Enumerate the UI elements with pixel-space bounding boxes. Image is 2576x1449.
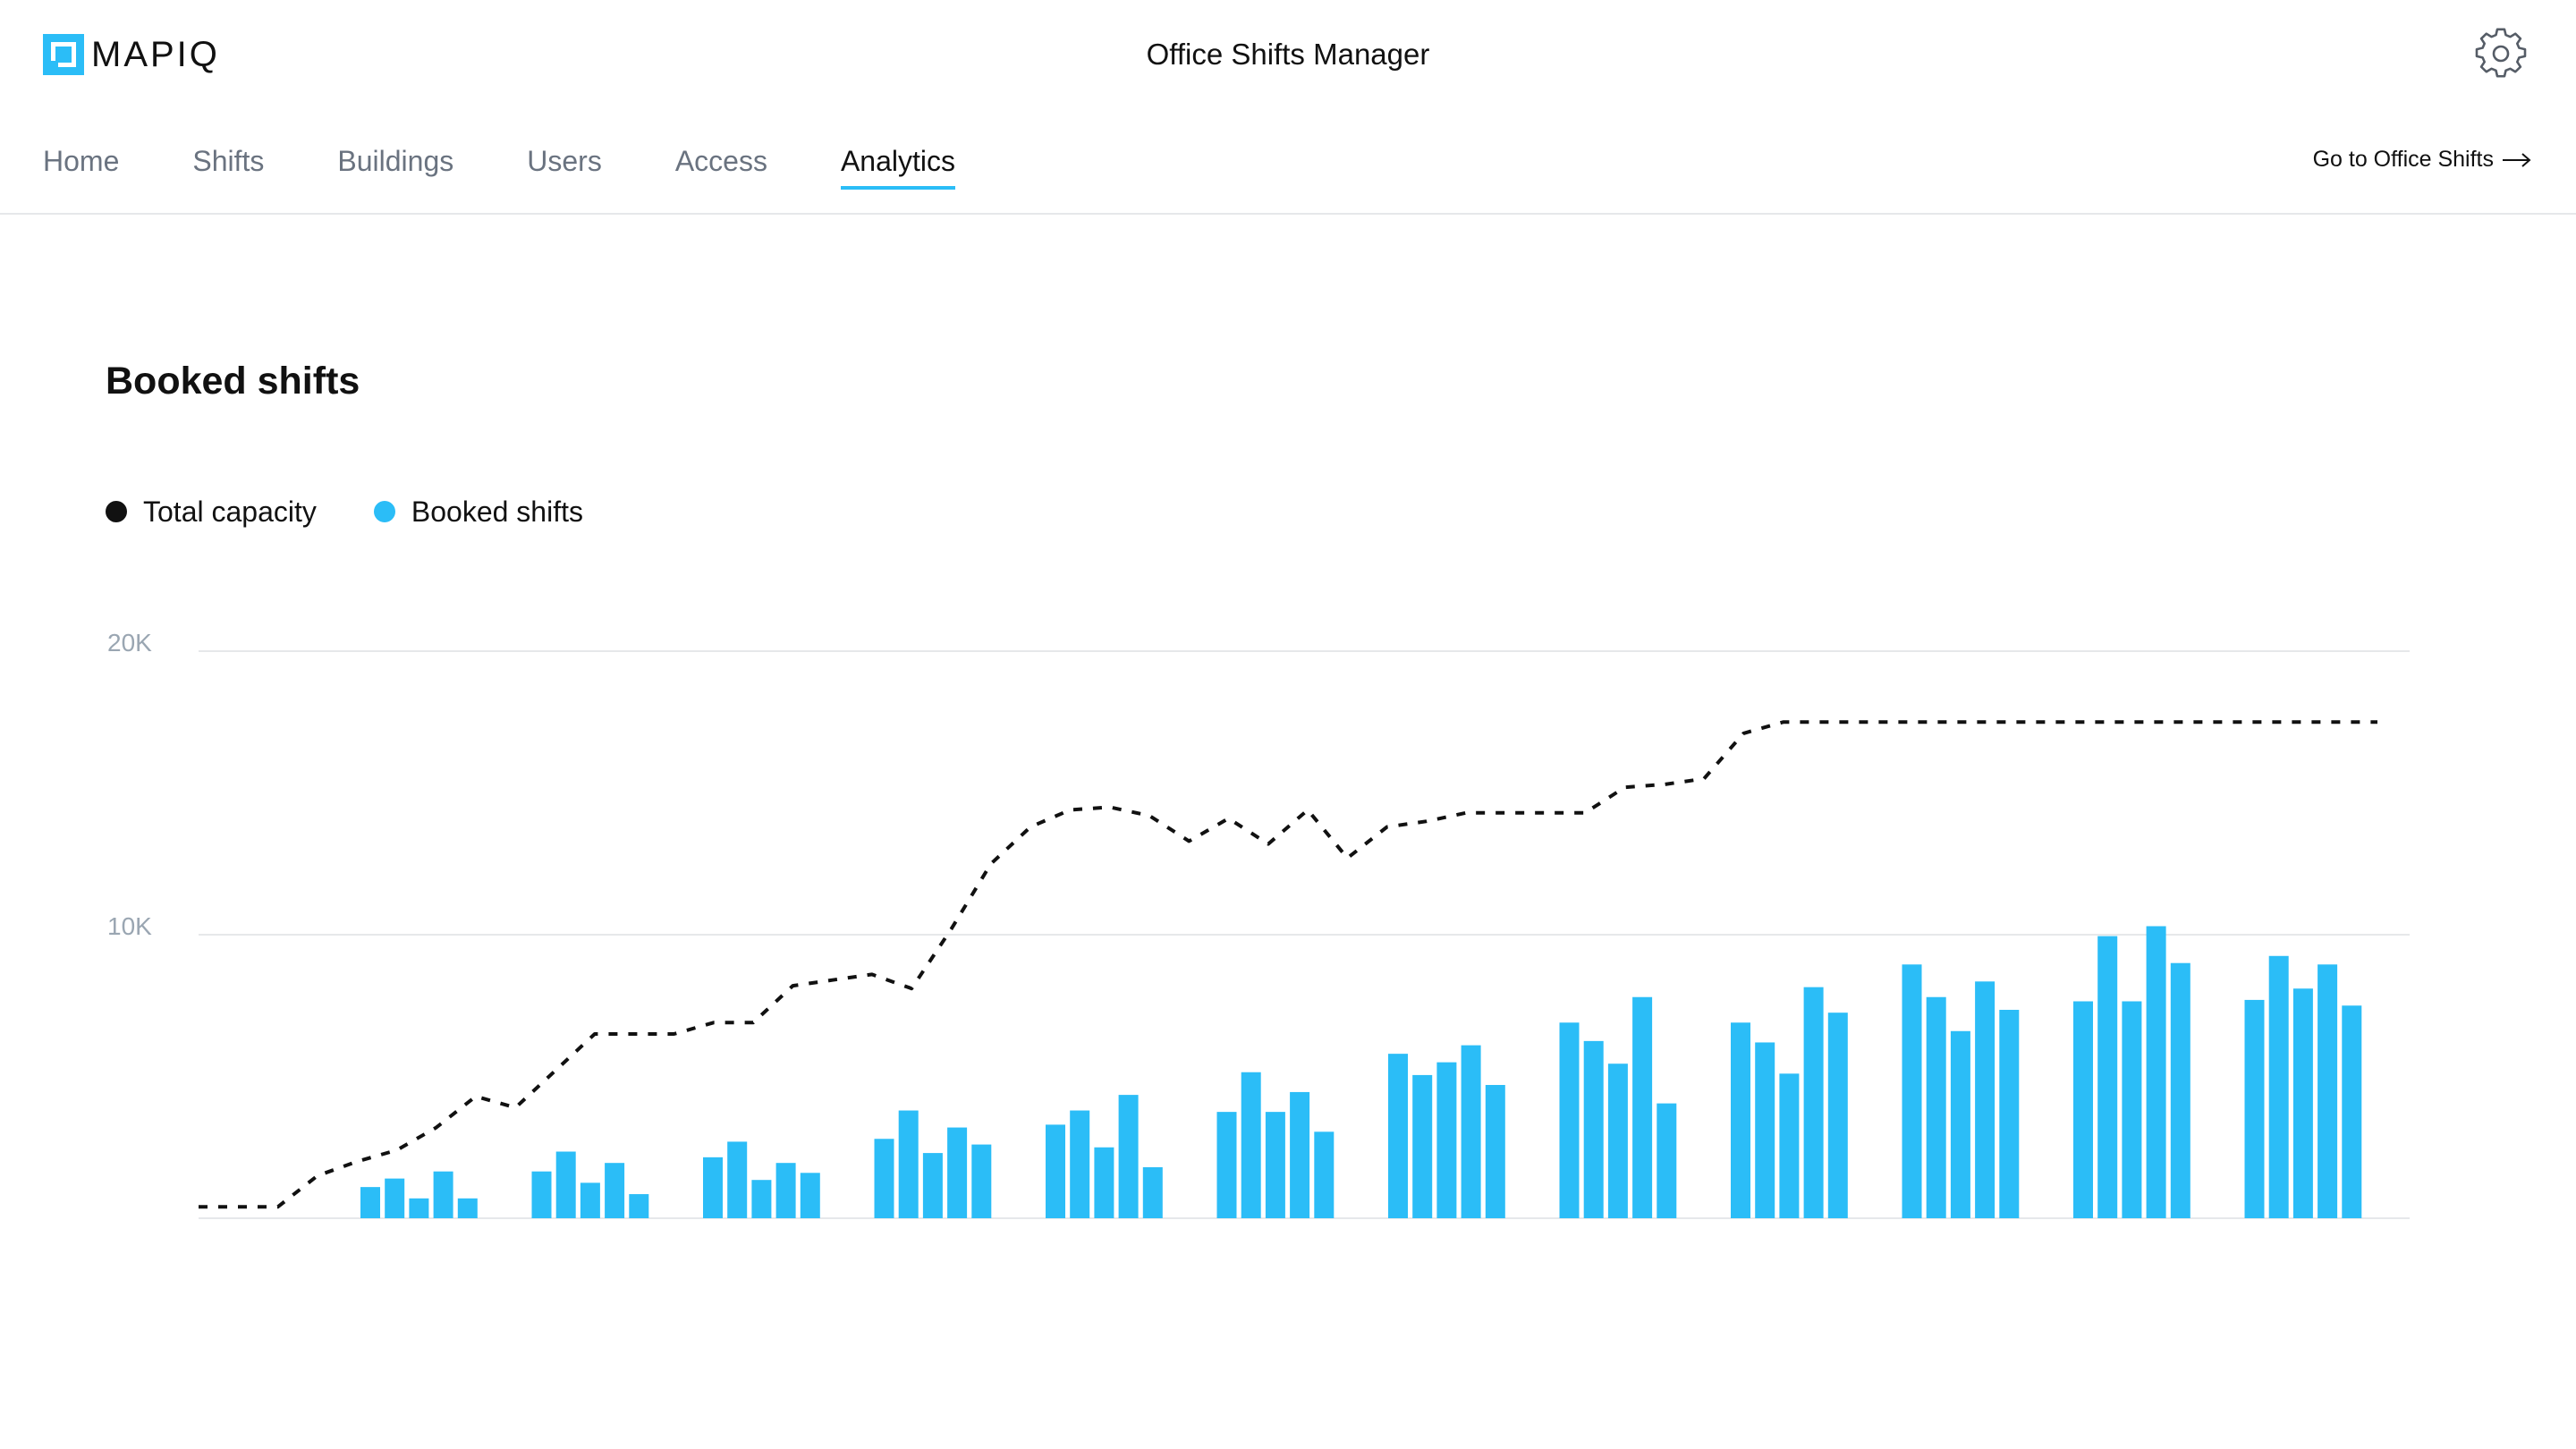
booked-shifts-bar: [531, 1171, 552, 1218]
booked-shifts-bar: [1094, 1147, 1114, 1218]
booked-shifts-bar: [971, 1144, 992, 1218]
booked-shifts-bar: [433, 1171, 453, 1218]
booked-shifts-bar: [751, 1180, 772, 1218]
booked-shifts-bar: [409, 1198, 429, 1218]
nav-buildings[interactable]: Buildings: [337, 145, 454, 177]
booked-shifts-bar: [457, 1198, 478, 1218]
booked-shifts-bar: [1803, 987, 1824, 1218]
booked-shifts-bar: [703, 1157, 723, 1218]
nav-analytics[interactable]: Analytics: [840, 140, 956, 193]
booked-shifts-bar: [1265, 1112, 1285, 1218]
booked-shifts-bar: [1070, 1110, 1090, 1218]
booked-shifts-bar: [2268, 955, 2289, 1218]
booked-shifts-bar: [1975, 981, 1996, 1218]
booked-shifts-bar: [2097, 936, 2118, 1218]
nav-shifts[interactable]: Shifts: [192, 145, 265, 177]
booked-shifts-bar: [2170, 962, 2190, 1218]
top-bar: MAPIQ Office Shifts Manager Home Shifts …: [0, 0, 2576, 215]
booked-shifts-bar: [922, 1153, 943, 1218]
booked-shifts-bar: [1827, 1013, 1848, 1218]
booked-shifts-bar: [2318, 964, 2338, 1218]
booked-shifts-bar: [800, 1173, 820, 1218]
booked-shifts-bar: [1607, 1063, 1628, 1218]
booked-shifts-bar: [1118, 1095, 1139, 1218]
booked-shifts-bar: [629, 1194, 649, 1218]
booked-shifts-bar: [1216, 1112, 1237, 1218]
chart-title: Booked shifts: [106, 360, 360, 402]
booked-shifts-bar: [1046, 1124, 1065, 1218]
go-to-office-shifts-link[interactable]: Go to Office Shifts: [2313, 147, 2533, 173]
booked-shifts-bar: [2122, 1001, 2142, 1218]
main-nav: Home Shifts Buildings Users Access Analy…: [43, 140, 1029, 193]
legend-item-total-capacity[interactable]: Total capacity: [106, 494, 317, 530]
total-capacity-line: [199, 720, 2377, 1209]
booked-shifts-bar: [1731, 1022, 1750, 1218]
legend-label-booked: Booked shifts: [411, 496, 583, 528]
booked-shifts-bar: [2342, 1005, 2362, 1218]
booked-shifts-bar: [1142, 1166, 1163, 1218]
booked-shifts-bar: [605, 1163, 625, 1218]
arrow-right-icon: [2503, 152, 2531, 167]
booked-shifts-bar: [947, 1127, 968, 1218]
booked-shifts-bar: [1314, 1131, 1335, 1218]
booked-shifts-bar: [1461, 1045, 1481, 1218]
booked-shifts-bar: [1290, 1091, 1310, 1218]
nav-users[interactable]: Users: [527, 145, 602, 177]
booked-shifts-bar: [555, 1151, 576, 1218]
booked-shifts-bar: [360, 1187, 380, 1218]
logo[interactable]: MAPIQ: [43, 34, 220, 75]
booked-shifts-bar: [874, 1139, 894, 1218]
booked-shifts-bar: [385, 1178, 405, 1218]
legend-label-capacity: Total capacity: [143, 496, 317, 528]
booked-shifts-bar: [1388, 1054, 1408, 1218]
booked-shifts-bar: [1485, 1085, 1505, 1218]
booked-shifts-bar: [2073, 1001, 2093, 1218]
booked-shifts-bar: [727, 1141, 748, 1218]
nav-home[interactable]: Home: [43, 145, 120, 177]
logo-text: MAPIQ: [91, 35, 220, 74]
booked-shifts-bar: [1926, 996, 1946, 1218]
legend-item-booked-shifts[interactable]: Booked shifts: [373, 494, 583, 530]
booked-shifts-bar: [1950, 1030, 1970, 1218]
booked-shifts-bar: [1583, 1040, 1604, 1218]
mapiq-logo-icon: [43, 34, 84, 75]
booked-shifts-bar: [1999, 1010, 2020, 1218]
legend-dot-capacity: [106, 501, 127, 522]
booked-shifts-bar: [580, 1182, 600, 1218]
chart-legend: Total capacity Booked shifts: [106, 494, 640, 530]
app-title: Office Shifts Manager: [1146, 38, 1430, 71]
booked-shifts-bar: [775, 1163, 796, 1218]
go-to-office-shifts-label: Go to Office Shifts: [2312, 147, 2494, 172]
nav-access[interactable]: Access: [674, 145, 767, 177]
booked-shifts-bar: [1412, 1074, 1433, 1218]
booked-shifts-bar: [898, 1110, 919, 1218]
y-tick-label: 20K: [107, 629, 152, 657]
booked-shifts-bar: [1241, 1072, 1261, 1218]
booked-shifts-bar: [1632, 996, 1653, 1218]
legend-dot-booked: [373, 501, 395, 522]
booked-shifts-bar: [1779, 1073, 1800, 1218]
booked-shifts-bar: [2146, 926, 2166, 1218]
y-tick-label: 10K: [107, 912, 152, 940]
booked-shifts-bar: [1755, 1042, 1775, 1218]
booked-shifts-bar: [1657, 1103, 1677, 1218]
gear-icon[interactable]: [2474, 27, 2528, 80]
booked-shifts-bar: [1436, 1062, 1457, 1218]
booked-shifts-bar: [1559, 1022, 1580, 1218]
booked-shifts-bar: [2292, 988, 2313, 1218]
booked-shifts-bar: [1902, 964, 1922, 1218]
booked-shifts-bar: [2244, 999, 2265, 1218]
